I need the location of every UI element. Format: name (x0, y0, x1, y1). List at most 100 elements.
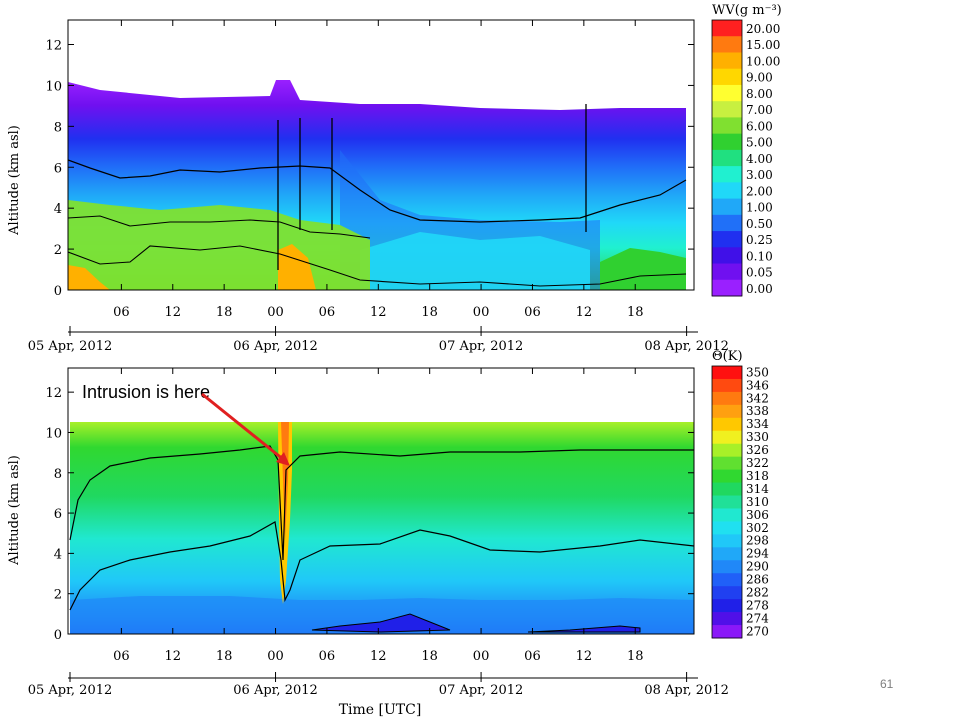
colorbar-swatch (712, 182, 742, 200)
wv-colorbar-title: WV(g m⁻³) (712, 3, 782, 18)
x-hour-label: 06 (113, 305, 130, 320)
wv-moist-yellow (68, 265, 110, 290)
water-vapour-panel: 0 2 4 6 8 10 12 06 12 18 00 06 12 18 00 06 12 18 05 Apr, … (7, 3, 782, 354)
page-number: 61 (880, 677, 894, 691)
theta-contour-upper (69, 445, 694, 561)
colorbar-swatch (712, 279, 742, 297)
x-hour-label: 00 (473, 649, 490, 664)
theta-colorbar-title: Θ(K) (712, 349, 743, 364)
wv-moist-orange (278, 244, 316, 290)
colorbar-swatch (712, 20, 742, 37)
colorbar-label: 350 (746, 365, 769, 379)
y-tick-label: 8 (54, 120, 62, 135)
colorbar-swatch (712, 443, 742, 458)
y-tick-label: 8 (54, 467, 62, 482)
x-hour-label: 18 (216, 649, 233, 664)
x-hour-label: 18 (627, 649, 644, 664)
colorbar-swatch (712, 482, 742, 497)
x-hour-label: 06 (524, 649, 541, 664)
x-hour-label: 18 (421, 649, 438, 664)
x-hour-label: 18 (216, 305, 233, 320)
top-y-axis: 0 2 4 6 8 10 12 (45, 39, 694, 299)
colorbar-label: 334 (746, 417, 769, 431)
colorbar-label: 9.00 (746, 71, 773, 85)
y-tick-label: 0 (54, 628, 62, 643)
colorbar-swatch (712, 586, 742, 600)
theta-low-blue (70, 596, 694, 634)
colorbar-swatch (712, 84, 742, 102)
theta-intrusion-core (281, 422, 289, 540)
colorbar-label: 270 (746, 624, 769, 638)
colorbar-label: 5.00 (746, 136, 773, 150)
date-label: 07 Apr, 2012 (439, 683, 524, 698)
colorbar-swatch (712, 117, 742, 135)
colorbar-label: 322 (746, 456, 769, 470)
date-label: 06 Apr, 2012 (233, 683, 318, 698)
colorbar-frame (711, 19, 743, 297)
y-tick-label: 6 (54, 507, 62, 522)
y-tick-label: 2 (54, 243, 62, 258)
colorbar-swatch (712, 366, 742, 380)
colorbar-label: 338 (746, 404, 769, 418)
colorbar-swatch (712, 430, 742, 445)
wv-spikes (277, 104, 587, 270)
bottom-plot-frame (67, 367, 695, 635)
colorbar-swatch (712, 391, 742, 406)
colorbar-swatch (712, 469, 742, 484)
colorbar-label: 1.00 (746, 201, 773, 215)
x-hour-label: 06 (113, 649, 130, 664)
potential-temperature-panel: 0 2 4 6 8 10 12 06 12 18 00 06 12 18 00 06 12 18 05 Apr, … (7, 349, 769, 718)
y-tick-label: 10 (45, 79, 62, 94)
colorbar-swatch (712, 68, 742, 86)
colorbar-swatch (712, 521, 742, 535)
colorbar-label: 20.00 (746, 22, 780, 36)
colorbar-label: 326 (746, 443, 769, 457)
y-tick-label: 12 (45, 39, 62, 54)
y-tick-label: 12 (45, 386, 62, 401)
colorbar-swatch (712, 456, 742, 471)
wv-colorbar: 20.00 15.00 10.00 9.00 8.00 7.00 6.00 5.00 4.00 3… (711, 19, 780, 297)
theta-colorbar: 3503463423383343303263223183143103063022… (711, 365, 769, 639)
top-plot-frame (67, 19, 695, 291)
top-y-axis-label: Altitude (km asl) (7, 125, 22, 236)
date-label: 08 Apr, 2012 (644, 683, 729, 698)
colorbar-swatch (712, 52, 742, 70)
y-tick-label: 4 (54, 547, 62, 562)
colorbar-label: 2.00 (746, 184, 773, 198)
wv-contour-2 (68, 215, 371, 239)
theta-cold-pocket-1 (311, 613, 451, 633)
bottom-y-axis-label: Altitude (km asl) (7, 455, 22, 566)
colorbar-swatch (712, 534, 742, 548)
colorbar-label: 278 (746, 599, 769, 613)
colorbar-label: 6.00 (746, 119, 773, 133)
x-hour-label: 12 (164, 649, 181, 664)
bottom-y-axis: 0 2 4 6 8 10 12 (45, 386, 694, 643)
x-hour-label: 12 (576, 305, 593, 320)
x-hour-label: 00 (267, 649, 284, 664)
y-tick-label: 10 (45, 426, 62, 441)
colorbar-label: 330 (746, 430, 769, 444)
colorbar-swatch (712, 417, 742, 432)
x-hour-label: 00 (473, 305, 490, 320)
x-hour-label: 18 (421, 305, 438, 320)
colorbar-swatch (712, 247, 742, 265)
colorbar-swatch (712, 547, 742, 561)
x-hour-label: 12 (576, 649, 593, 664)
colorbar-swatch (712, 231, 742, 248)
y-tick-label: 2 (54, 588, 62, 603)
y-tick-label: 4 (54, 202, 62, 217)
colorbar-swatch (712, 560, 742, 574)
intrusion-annotation: Intrusion is here (82, 382, 210, 402)
x-hour-label: 06 (319, 305, 336, 320)
colorbar-swatch (712, 378, 742, 393)
x-hour-label: 12 (370, 649, 387, 664)
colorbar-swatch (712, 625, 742, 639)
theta-contour-lower (69, 521, 694, 611)
x-hour-label: 00 (267, 305, 284, 320)
colorbar-swatch (712, 198, 742, 216)
colorbar-label: 298 (746, 534, 769, 548)
colorbar-swatch (712, 612, 742, 626)
colorbar-label: 8.00 (746, 87, 773, 101)
